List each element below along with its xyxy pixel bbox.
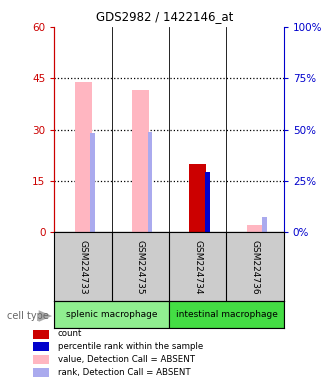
Text: percentile rank within the sample: percentile rank within the sample	[58, 342, 203, 351]
Text: GDS2982 / 1422146_at: GDS2982 / 1422146_at	[96, 10, 234, 23]
Text: GSM224733: GSM224733	[79, 240, 88, 294]
Bar	[148, 132, 152, 232]
Text: GSM224734: GSM224734	[193, 240, 202, 294]
Bar	[33, 368, 49, 377]
Text: GSM224736: GSM224736	[250, 240, 260, 294]
Text: intestinal macrophage: intestinal macrophage	[176, 310, 278, 319]
Bar	[262, 217, 267, 232]
Bar	[90, 133, 95, 232]
Bar	[189, 164, 206, 232]
Text: count: count	[58, 329, 82, 338]
Polygon shape	[39, 310, 52, 322]
Bar	[247, 225, 264, 232]
Text: rank, Detection Call = ABSENT: rank, Detection Call = ABSENT	[58, 368, 191, 377]
Bar	[33, 342, 49, 351]
Bar	[205, 172, 210, 232]
Text: value, Detection Call = ABSENT: value, Detection Call = ABSENT	[58, 355, 195, 364]
Bar	[33, 329, 49, 339]
Text: cell type: cell type	[7, 311, 49, 321]
Text: splenic macrophage: splenic macrophage	[66, 310, 157, 319]
Text: GSM224735: GSM224735	[136, 240, 145, 294]
Bar	[33, 355, 49, 364]
Bar	[54, 301, 169, 328]
Bar	[169, 301, 284, 328]
Bar	[132, 90, 149, 232]
Bar	[75, 82, 92, 232]
